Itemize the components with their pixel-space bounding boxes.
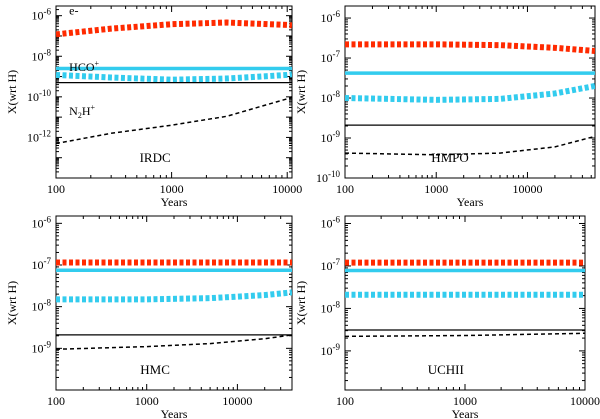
x-tick-label: 10000 xyxy=(222,394,252,408)
y-tick-label: 10-10 xyxy=(27,88,51,104)
x-tick-label: 100 xyxy=(47,394,65,408)
y-tick-label: 10-6 xyxy=(321,9,341,25)
series-line-1 xyxy=(56,19,292,38)
panel-label: HMC xyxy=(140,362,170,377)
series-annotation: HCO+ xyxy=(69,59,99,74)
series-group xyxy=(345,259,585,338)
y-tick-label: 10-8 xyxy=(321,89,341,105)
x-axis-label: Years xyxy=(161,195,188,209)
panel-label: IRDC xyxy=(140,150,171,165)
series-group xyxy=(345,41,595,156)
y-tick-label: 10-9 xyxy=(321,342,341,358)
panel-4: 100 1000 10000 10-6 10-7 10-8 10-9 Years X(wrt H… xyxy=(294,214,600,419)
panel-2: 100 1000 10000 10-6 10-7 10-8 10-9 10-10 Years X(… xyxy=(294,5,596,209)
panel-label: HMPO xyxy=(431,150,469,165)
series-annotation: e- xyxy=(69,4,78,18)
x-tick-label: 1000 xyxy=(424,182,448,196)
y-tick-label: 10-12 xyxy=(27,128,51,144)
panel-label: UCHII xyxy=(428,362,464,377)
y-tick-label: 10-6 xyxy=(32,7,52,23)
y-axis-label: X(wrt H) xyxy=(5,70,19,114)
y-tick-label: 10-8 xyxy=(32,47,52,63)
series-line-3 xyxy=(56,289,292,303)
series-line-5 xyxy=(345,332,585,338)
plot-frame xyxy=(55,5,293,179)
series-line-1 xyxy=(345,41,595,54)
panel-1: 100 1000 10000 10-6 10-8 10-10 10-12 Years X(wrt… xyxy=(5,4,302,209)
x-axis-label: Years xyxy=(452,407,479,419)
x-tick-label: 100 xyxy=(47,182,65,196)
y-tick-label: 10-7 xyxy=(32,256,52,272)
y-tick-label: 10-9 xyxy=(32,339,52,355)
x-tick-label: 100 xyxy=(336,394,354,408)
plot-frame xyxy=(55,215,293,391)
y-tick-label: 10-8 xyxy=(321,299,341,315)
y-tick-label: 10-6 xyxy=(32,214,52,230)
y-tick-label: 10-9 xyxy=(321,129,341,145)
y-tick-label: 10-7 xyxy=(321,49,341,65)
plot-frame xyxy=(344,215,586,391)
panel-3: 100 1000 10000 10-6 10-7 10-8 10-9 Years X(wrt H… xyxy=(5,214,293,419)
x-axis-label: Years xyxy=(161,407,188,419)
series-group xyxy=(56,259,292,351)
y-tick-label: 10-6 xyxy=(321,214,341,230)
series-line-5 xyxy=(345,135,595,156)
y-axis-label: X(wrt H) xyxy=(5,281,19,325)
x-tick-label: 10000 xyxy=(512,182,542,196)
series-line-3 xyxy=(345,83,595,103)
x-tick-label: 100 xyxy=(336,182,354,196)
x-axis-label: Years xyxy=(457,195,484,209)
x-tick-label: 10000 xyxy=(570,394,600,408)
y-axis-label: X(wrt H) xyxy=(294,281,308,325)
y-tick-label: 10-8 xyxy=(32,298,52,314)
x-tick-label: 10000 xyxy=(272,182,302,196)
y-tick-label: 10-10 xyxy=(316,169,340,185)
plot-frame xyxy=(344,5,596,179)
series-line-5 xyxy=(56,334,292,351)
series-annotation: N2H+ xyxy=(69,103,95,120)
x-tick-label: 1000 xyxy=(453,394,477,408)
series-group xyxy=(56,19,292,145)
series-line-3 xyxy=(56,71,292,83)
x-tick-label: 1000 xyxy=(160,182,184,196)
x-tick-label: 1000 xyxy=(135,394,159,408)
y-axis-label: X(wrt H) xyxy=(294,70,308,114)
y-tick-label: 10-7 xyxy=(321,257,341,273)
